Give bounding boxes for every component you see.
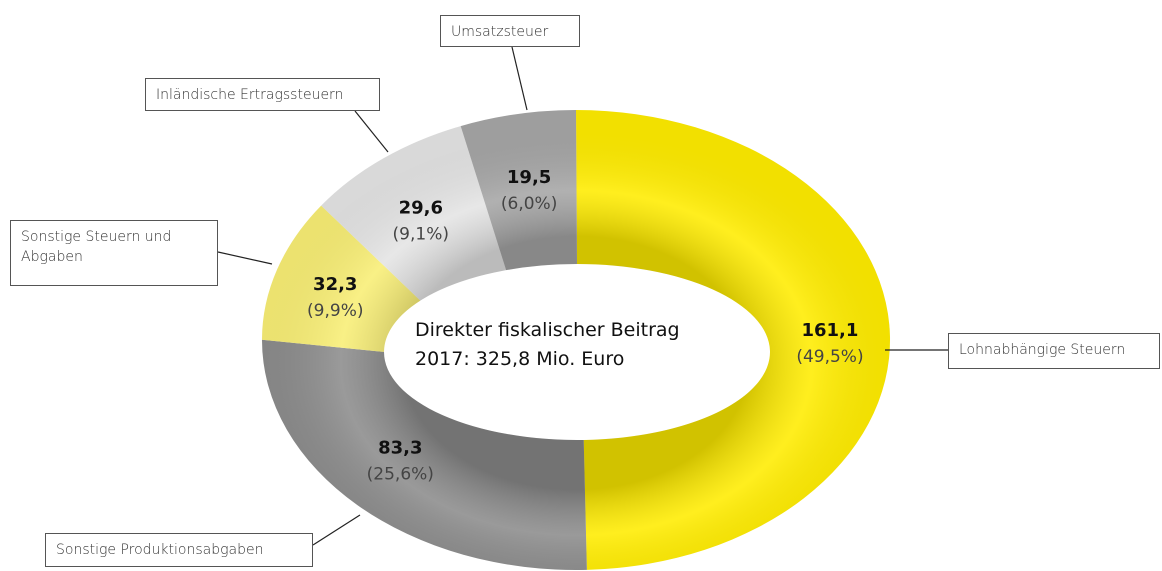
value-label: 19,5 [507, 167, 551, 188]
percentage-label: (6,0%) [501, 194, 557, 214]
leader-line [354, 110, 389, 153]
percentage-label: (49,5%) [796, 347, 863, 367]
category-label: Umsatzsteuer [440, 15, 580, 47]
leader-line [217, 251, 273, 265]
value-label: 83,3 [378, 437, 422, 458]
percentage-label: (25,6%) [367, 464, 434, 484]
percentage-label: (9,9%) [307, 301, 363, 321]
percentage-label: (9,1%) [393, 225, 449, 245]
center-label: Direkter fiskalischer Beitrag 2017: 325,… [415, 319, 680, 370]
value-label: 32,3 [313, 274, 357, 295]
value-label: 29,6 [399, 198, 443, 219]
category-label: Lohnabhängige Steuern [948, 333, 1160, 369]
leader-line [511, 46, 528, 111]
value-label: 161,1 [801, 320, 858, 341]
category-label: Sonstige Produktionsabgaben [45, 533, 313, 567]
category-label: Sonstige Steuern und Abgaben [10, 220, 218, 286]
category-label: Inländische Ertragssteuern [145, 78, 380, 111]
leader-line [312, 514, 361, 546]
